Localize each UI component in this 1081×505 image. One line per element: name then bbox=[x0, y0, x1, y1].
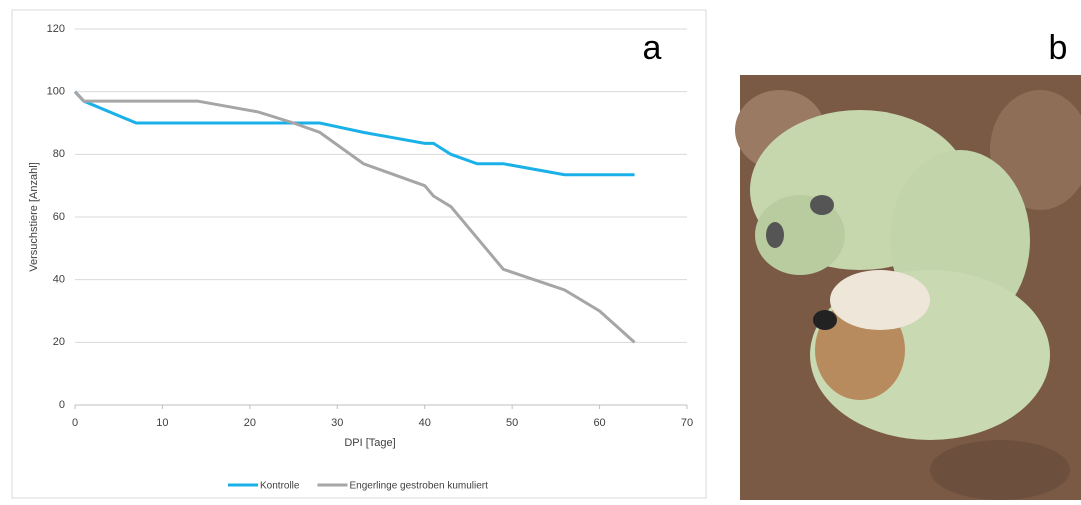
larva-spot bbox=[830, 270, 930, 330]
larva-spot bbox=[766, 222, 784, 248]
line bbox=[73, 90, 636, 344]
y-tick-label: 80 bbox=[53, 148, 65, 160]
larva-head bbox=[755, 195, 845, 275]
y-tick-label: 120 bbox=[47, 23, 65, 35]
line bbox=[73, 90, 635, 177]
y-axis-label: Versuchstiere [Anzahl] bbox=[28, 162, 40, 271]
larva-spot bbox=[813, 310, 837, 330]
y-tick-label: 60 bbox=[53, 211, 65, 223]
soil-clod bbox=[930, 440, 1070, 500]
x-tick-label: 30 bbox=[331, 417, 343, 429]
legend-label: Engerlinge gestroben kumuliert bbox=[349, 481, 488, 492]
y-tick-label: 100 bbox=[47, 86, 65, 98]
y-tick-label: 20 bbox=[53, 336, 65, 348]
x-tick-label: 50 bbox=[506, 417, 518, 429]
y-tick-label: 0 bbox=[59, 399, 65, 411]
y-tick-label: 40 bbox=[53, 274, 65, 286]
x-tick-label: 0 bbox=[72, 417, 78, 429]
x-tick-label: 70 bbox=[681, 417, 693, 429]
x-tick-label: 60 bbox=[593, 417, 605, 429]
x-axis-label: DPI [Tage] bbox=[344, 437, 395, 449]
x-tick-label: 40 bbox=[419, 417, 431, 429]
x-tick-label: 10 bbox=[156, 417, 168, 429]
larva-spot bbox=[810, 195, 834, 215]
panel-label: a bbox=[643, 29, 662, 67]
panel-label: b bbox=[1049, 29, 1068, 67]
photo bbox=[735, 75, 1081, 500]
x-tick-label: 20 bbox=[244, 417, 256, 429]
soil-clod bbox=[990, 90, 1081, 210]
legend-label: Kontrolle bbox=[260, 481, 300, 492]
